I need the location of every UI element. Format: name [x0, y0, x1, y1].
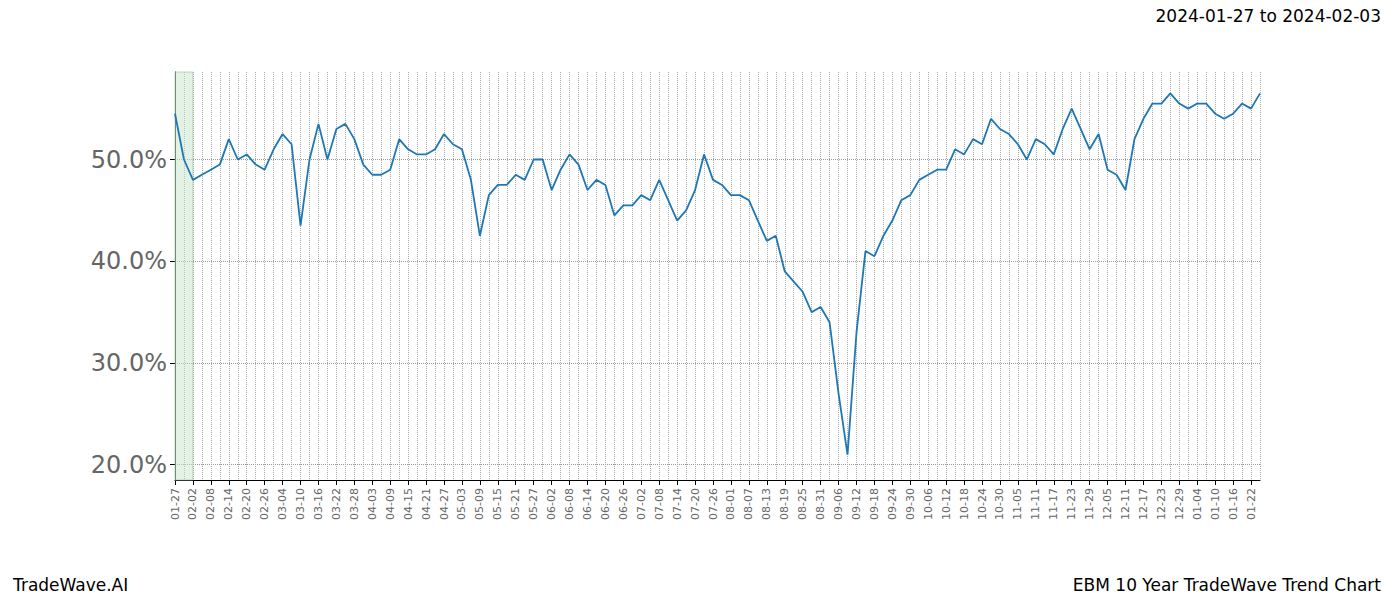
svg-text:09-06: 09-06 — [832, 488, 845, 520]
svg-text:10-12: 10-12 — [940, 488, 953, 520]
svg-text:08-31: 08-31 — [814, 488, 827, 520]
svg-text:09-24: 09-24 — [886, 488, 899, 520]
svg-text:TradeWave.AI: TradeWave.AI — [12, 575, 128, 595]
svg-text:20.0%: 20.0% — [91, 451, 167, 479]
svg-text:40.0%: 40.0% — [91, 247, 167, 275]
svg-text:05-15: 05-15 — [491, 488, 504, 520]
svg-text:12-29: 12-29 — [1173, 488, 1186, 520]
svg-text:04-15: 04-15 — [402, 488, 415, 520]
svg-text:07-20: 07-20 — [689, 488, 702, 520]
svg-text:12-17: 12-17 — [1137, 488, 1150, 520]
svg-text:05-27: 05-27 — [527, 488, 540, 520]
svg-text:01-27: 01-27 — [169, 488, 182, 520]
svg-text:05-21: 05-21 — [509, 488, 522, 520]
svg-text:02-14: 02-14 — [222, 488, 235, 520]
svg-text:10-06: 10-06 — [922, 488, 935, 520]
svg-text:08-19: 08-19 — [778, 488, 791, 520]
svg-text:09-30: 09-30 — [904, 488, 917, 520]
svg-text:06-02: 06-02 — [545, 488, 558, 520]
svg-text:03-22: 03-22 — [330, 488, 343, 520]
svg-text:02-20: 02-20 — [240, 488, 253, 520]
svg-text:07-08: 07-08 — [653, 488, 666, 520]
svg-text:04-03: 04-03 — [366, 488, 379, 520]
svg-text:11-05: 11-05 — [1011, 488, 1024, 520]
svg-text:08-25: 08-25 — [796, 488, 809, 520]
svg-text:30.0%: 30.0% — [91, 349, 167, 377]
svg-text:03-04: 03-04 — [276, 488, 289, 520]
svg-text:11-17: 11-17 — [1047, 488, 1060, 520]
svg-text:09-12: 09-12 — [850, 488, 863, 520]
svg-text:EBM 10 Year TradeWave Trend Ch: EBM 10 Year TradeWave Trend Chart — [1073, 575, 1381, 595]
svg-text:11-11: 11-11 — [1029, 488, 1042, 520]
svg-text:12-23: 12-23 — [1155, 488, 1168, 520]
svg-text:2024-01-27 to 2024-02-03: 2024-01-27 to 2024-02-03 — [1156, 6, 1381, 26]
svg-text:06-08: 06-08 — [563, 488, 576, 520]
svg-text:04-27: 04-27 — [438, 488, 451, 520]
svg-text:10-30: 10-30 — [993, 488, 1006, 520]
svg-text:50.0%: 50.0% — [91, 146, 167, 174]
svg-text:08-01: 08-01 — [724, 488, 737, 520]
svg-text:06-14: 06-14 — [581, 488, 594, 520]
svg-text:07-02: 07-02 — [635, 488, 648, 520]
svg-text:01-22: 01-22 — [1245, 488, 1258, 520]
svg-text:12-05: 12-05 — [1101, 488, 1114, 520]
svg-text:01-10: 01-10 — [1209, 488, 1222, 520]
svg-text:11-23: 11-23 — [1065, 488, 1078, 520]
svg-text:10-18: 10-18 — [958, 488, 971, 520]
svg-text:08-13: 08-13 — [760, 488, 773, 520]
svg-text:01-16: 01-16 — [1227, 488, 1240, 520]
svg-text:04-21: 04-21 — [420, 488, 433, 520]
svg-text:09-18: 09-18 — [868, 488, 881, 520]
svg-text:08-07: 08-07 — [742, 488, 755, 520]
svg-text:02-02: 02-02 — [186, 488, 199, 520]
svg-text:06-26: 06-26 — [617, 488, 630, 520]
svg-text:03-28: 03-28 — [348, 488, 361, 520]
svg-text:05-03: 05-03 — [455, 488, 468, 520]
svg-text:05-09: 05-09 — [473, 488, 486, 520]
svg-text:02-08: 02-08 — [204, 488, 217, 520]
svg-text:07-14: 07-14 — [671, 488, 684, 520]
svg-text:01-04: 01-04 — [1191, 488, 1204, 520]
svg-text:11-29: 11-29 — [1083, 488, 1096, 520]
svg-text:06-20: 06-20 — [599, 488, 612, 520]
svg-text:03-10: 03-10 — [294, 488, 307, 520]
svg-text:03-16: 03-16 — [312, 488, 325, 520]
svg-text:07-26: 07-26 — [707, 488, 720, 520]
svg-text:10-24: 10-24 — [976, 488, 989, 520]
svg-text:12-11: 12-11 — [1119, 488, 1132, 520]
svg-text:04-09: 04-09 — [384, 488, 397, 520]
svg-text:02-26: 02-26 — [258, 488, 271, 520]
